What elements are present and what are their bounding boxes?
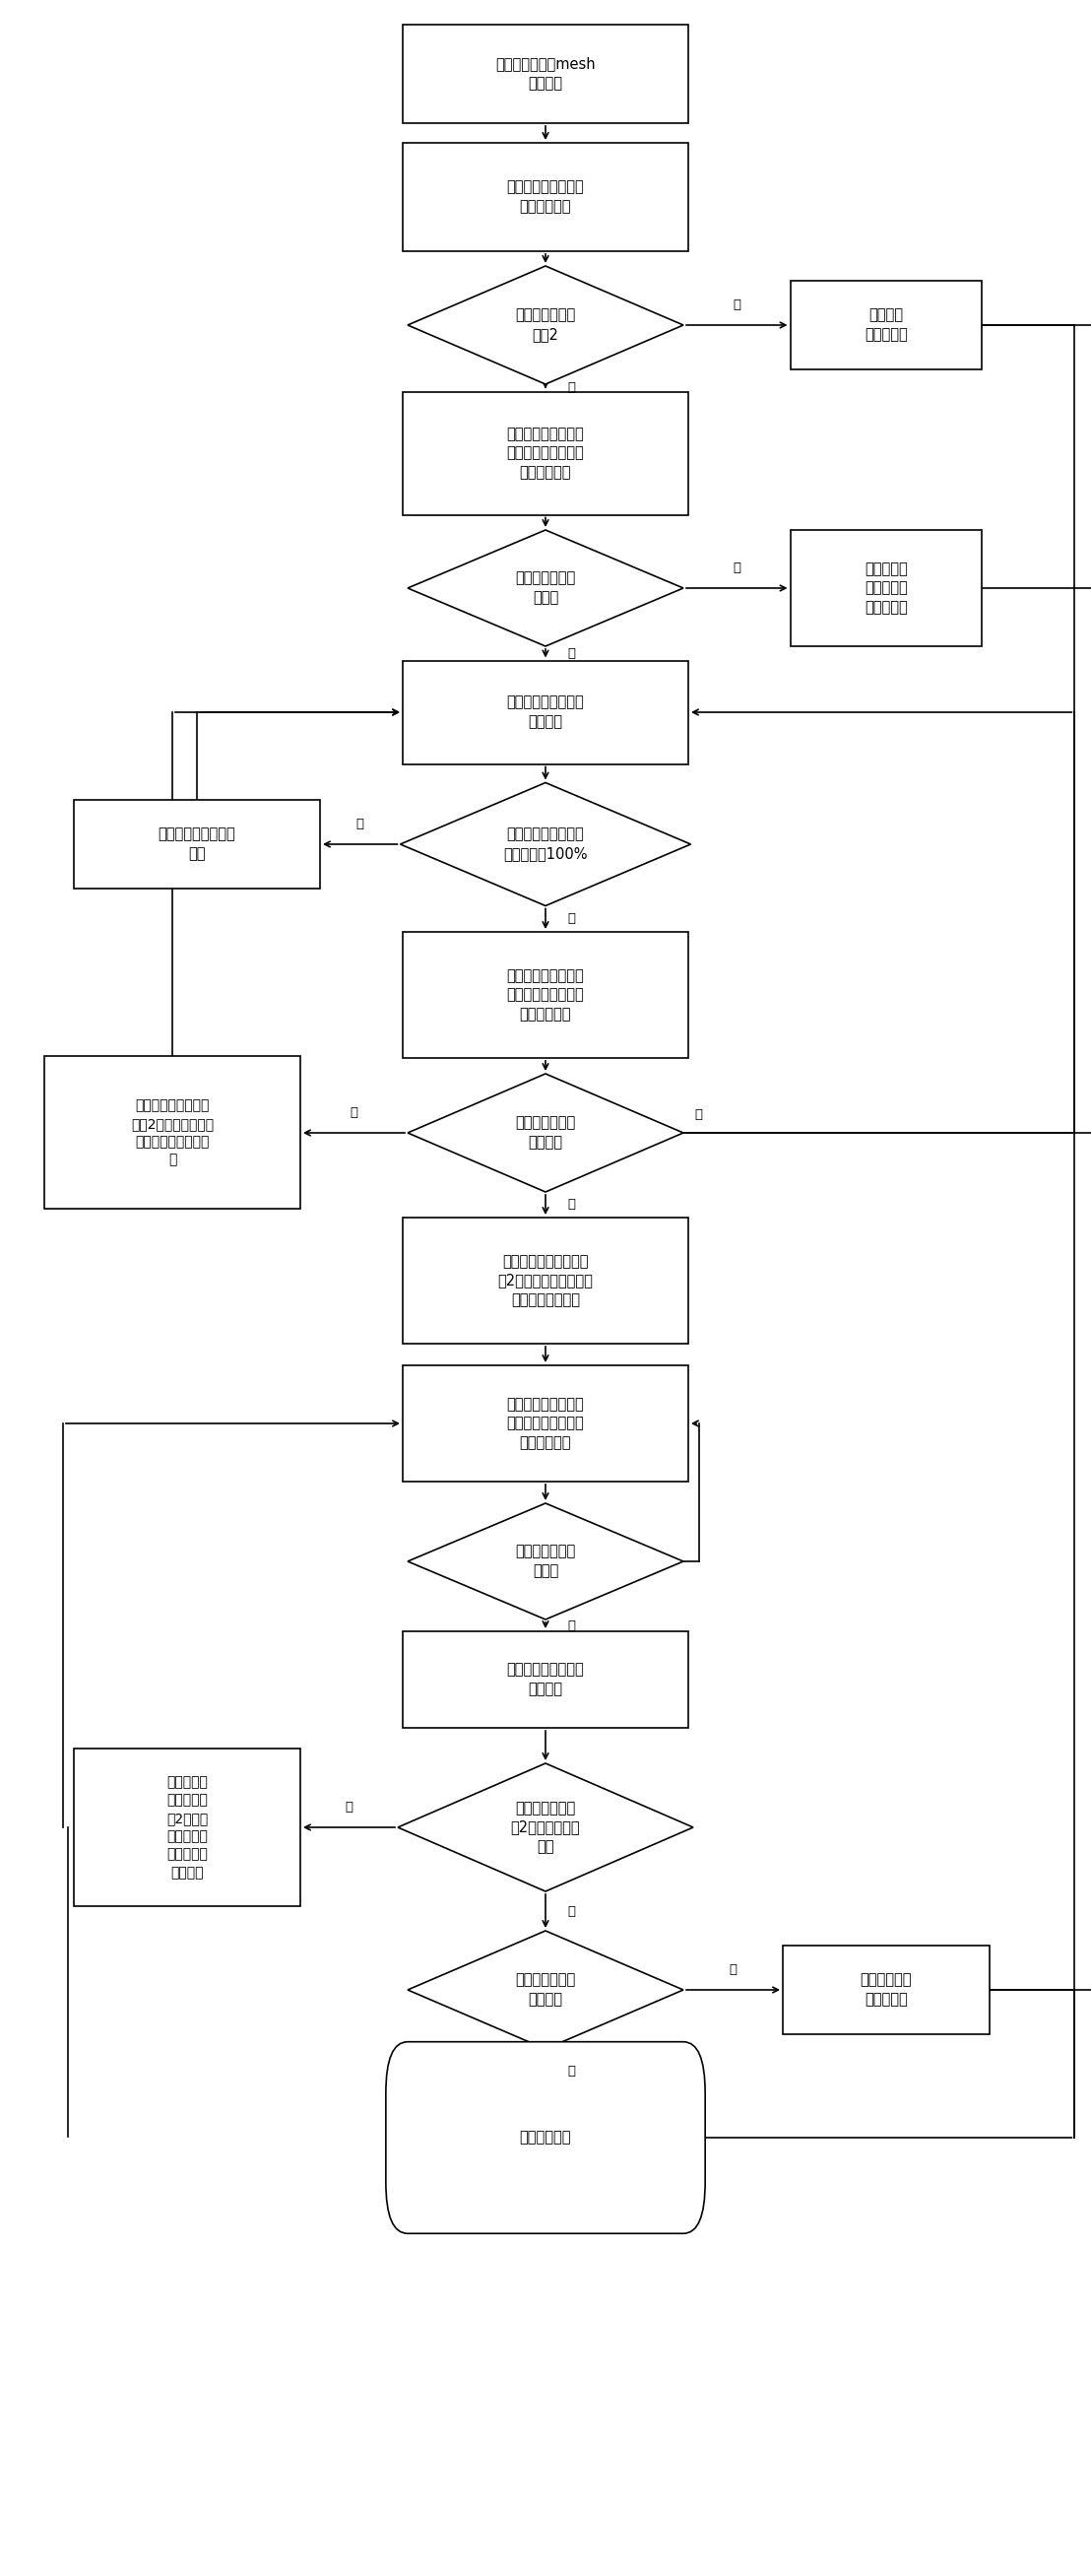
Text: 业务路由是否成
功安排: 业务路由是否成 功安排 — [515, 1543, 576, 1579]
Text: 计算出每个方向的链
路利用率: 计算出每个方向的链 路利用率 — [506, 696, 585, 729]
Polygon shape — [400, 783, 691, 907]
FancyBboxPatch shape — [403, 933, 688, 1059]
FancyBboxPatch shape — [386, 2043, 705, 2233]
Text: 处于节点维度大
于2的链路是否判
断完: 处于节点维度大 于2的链路是否判 断完 — [511, 1801, 580, 1855]
FancyBboxPatch shape — [45, 1056, 300, 1208]
Polygon shape — [408, 1074, 683, 1193]
FancyBboxPatch shape — [790, 281, 982, 368]
Text: 提示提高
再生段长度: 提示提高 再生段长度 — [865, 309, 908, 343]
FancyBboxPatch shape — [403, 26, 688, 124]
Polygon shape — [408, 531, 683, 647]
Text: 将原先承载在这条删
除链路上的业务重新
安排业务路由: 将原先承载在这条删 除链路上的业务重新 安排业务路由 — [506, 1396, 585, 1450]
FancyBboxPatch shape — [74, 801, 320, 889]
Text: 在考虑再生段长度和
再生段跳数的限制下
安排业务路由: 在考虑再生段长度和 再生段跳数的限制下 安排业务路由 — [506, 425, 585, 479]
Text: 否: 否 — [567, 912, 575, 925]
FancyBboxPatch shape — [403, 392, 688, 515]
Text: 在保证节点
维度大于等
于2的情况
下，删除链
路利用率次
低的链路: 在保证节点 维度大于等 于2的情况 下，删除链 路利用率次 低的链路 — [166, 1775, 208, 1880]
FancyBboxPatch shape — [790, 531, 982, 647]
Text: 业务路由是否成
功安排: 业务路由是否成 功安排 — [515, 572, 576, 605]
Text: 在该方向上增加新的
链路: 在该方向上增加新的 链路 — [158, 827, 236, 860]
Text: 根据节点构建全mesh
网络拓扑: 根据节点构建全mesh 网络拓扑 — [495, 57, 596, 90]
Text: 是: 是 — [350, 1105, 358, 1118]
Text: 是: 是 — [567, 1904, 575, 1917]
FancyBboxPatch shape — [403, 1631, 688, 1728]
Text: 提示重新设置
目标利用率: 提示重新设置 目标利用率 — [861, 1973, 912, 2007]
FancyBboxPatch shape — [403, 1365, 688, 1481]
Polygon shape — [408, 1932, 683, 2048]
Polygon shape — [408, 1504, 683, 1620]
FancyBboxPatch shape — [403, 142, 688, 252]
Text: 在保证节点维度大于
等于2的情况下，删除
链路利用率为零的链
路: 在保证节点维度大于 等于2的情况下，删除 链路利用率为零的链 路 — [131, 1100, 214, 1167]
Text: 是: 是 — [694, 1108, 703, 1121]
Text: 将距离超过再生段长
度的链路删除: 将距离超过再生段长 度的链路删除 — [506, 180, 585, 214]
Text: 提示提高再
生段长度或
再生段跳数: 提示提高再 生段长度或 再生段跳数 — [865, 562, 908, 616]
Text: 是否满足目标利
用率要求: 是否满足目标利 用率要求 — [515, 1115, 576, 1149]
FancyBboxPatch shape — [403, 659, 688, 765]
Text: 某一方向的链路利用
率大于等于100%: 某一方向的链路利用 率大于等于100% — [503, 827, 588, 860]
Text: 拓扑构建结束: 拓扑构建结束 — [519, 2130, 572, 2146]
FancyBboxPatch shape — [74, 1749, 300, 1906]
FancyBboxPatch shape — [783, 1945, 990, 2035]
Text: 节点的维度是否
低于2: 节点的维度是否 低于2 — [515, 309, 576, 343]
Text: 是: 是 — [356, 817, 364, 829]
Text: 否: 否 — [345, 1801, 353, 1814]
Text: 是: 是 — [567, 2066, 575, 2079]
Text: 是: 是 — [733, 299, 741, 312]
Text: 否: 否 — [729, 1963, 738, 1976]
Text: 是: 是 — [567, 647, 575, 659]
Text: 否: 否 — [567, 1618, 575, 1631]
Text: 计算全网的平均利用
率，并与设置的目标
利用率作比较: 计算全网的平均利用 率，并与设置的目标 利用率作比较 — [506, 969, 585, 1023]
Text: 恢复刚删除的链路和
业务路由: 恢复刚删除的链路和 业务路由 — [506, 1662, 585, 1698]
FancyBboxPatch shape — [403, 1218, 688, 1345]
Text: 否: 否 — [733, 562, 741, 574]
Text: 在保证节点维度大于等
于2的情况下，删除链路
利用率最低的链路: 在保证节点维度大于等 于2的情况下，删除链路 利用率最低的链路 — [497, 1255, 594, 1309]
Polygon shape — [408, 265, 683, 384]
Text: 否: 否 — [567, 381, 575, 394]
Polygon shape — [398, 1765, 693, 1891]
Text: 否: 否 — [567, 1198, 575, 1211]
Text: 是否满足目标利
用率要求: 是否满足目标利 用率要求 — [515, 1973, 576, 2007]
